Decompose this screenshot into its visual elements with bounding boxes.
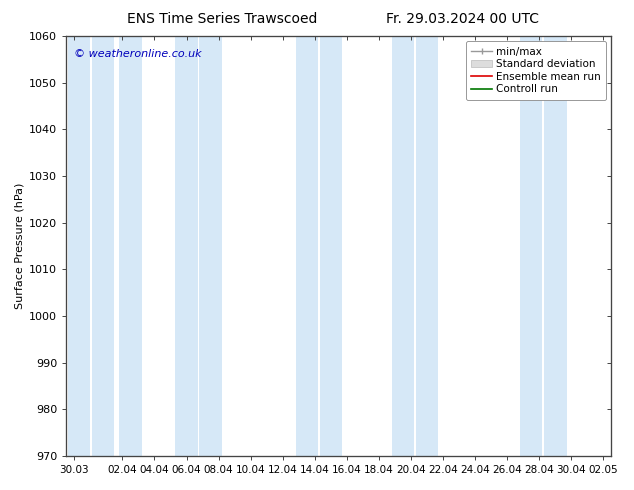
Text: © weatheronline.co.uk: © weatheronline.co.uk: [75, 49, 202, 59]
Bar: [119, 36, 141, 456]
Text: ENS Time Series Trawscoed: ENS Time Series Trawscoed: [127, 12, 317, 26]
Legend: min/max, Standard deviation, Ensemble mean run, Controll run: min/max, Standard deviation, Ensemble me…: [466, 41, 606, 99]
Bar: [199, 36, 222, 456]
Bar: [176, 36, 198, 456]
Text: Fr. 29.03.2024 00 UTC: Fr. 29.03.2024 00 UTC: [386, 12, 540, 26]
Bar: [416, 36, 438, 456]
Bar: [544, 36, 567, 456]
Bar: [68, 36, 91, 456]
Bar: [520, 36, 543, 456]
Bar: [92, 36, 114, 456]
Bar: [392, 36, 414, 456]
Bar: [295, 36, 318, 456]
Bar: [320, 36, 342, 456]
Y-axis label: Surface Pressure (hPa): Surface Pressure (hPa): [15, 183, 25, 309]
